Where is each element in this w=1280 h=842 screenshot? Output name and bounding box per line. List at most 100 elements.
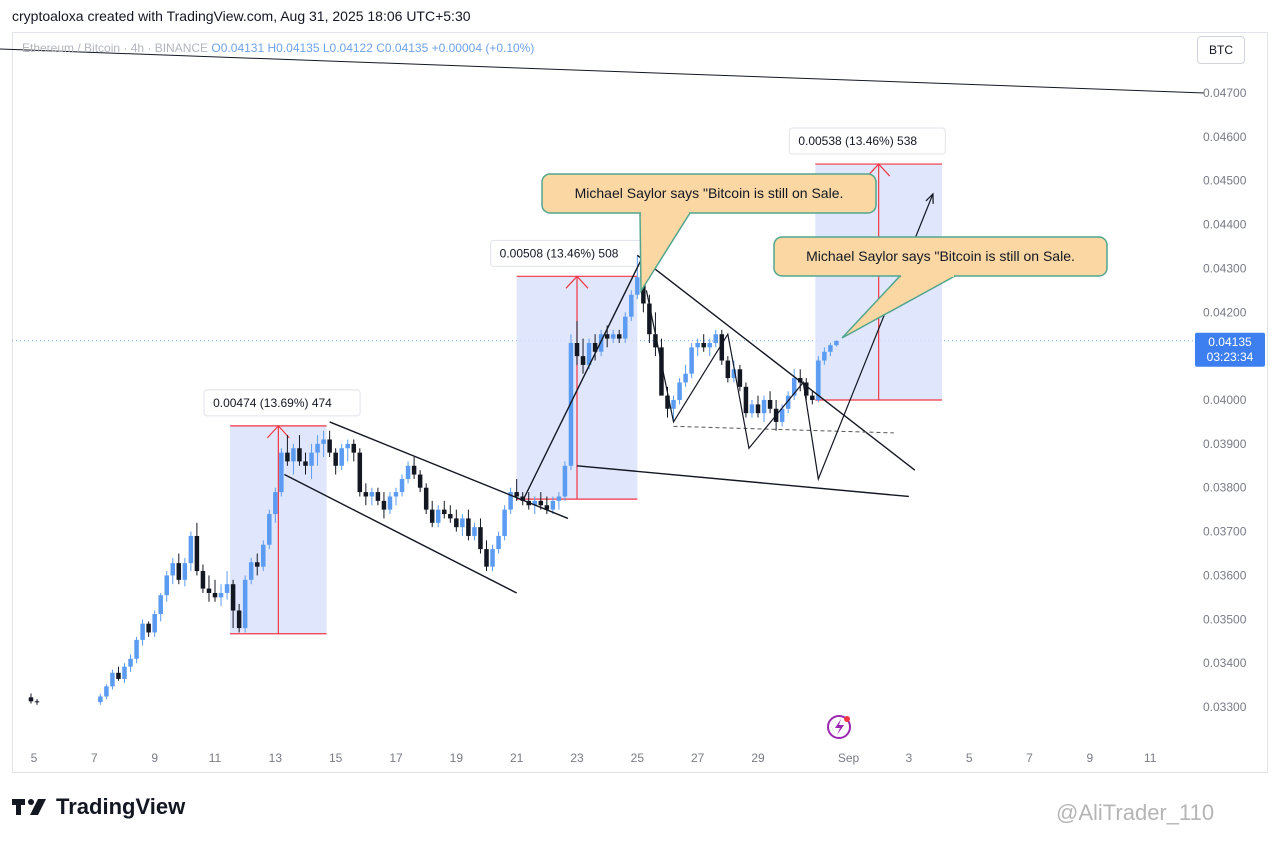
x-tick-label: 5: [31, 751, 38, 765]
candle-body: [267, 514, 272, 545]
candle-body: [164, 575, 169, 596]
candle-body: [279, 452, 284, 493]
candle-body: [188, 535, 194, 564]
x-tick-label: 11: [1144, 751, 1157, 765]
candle-body: [158, 595, 163, 615]
symbol-name: Ethereum / Bitcoin · 4h · BINANCE: [22, 41, 209, 55]
y-tick-label: 0.03800: [1203, 481, 1247, 495]
candle-body: [146, 623, 151, 633]
candle-body: [653, 334, 658, 348]
candle-body: [236, 610, 242, 629]
callout-join: [641, 211, 689, 214]
candle-body: [454, 518, 459, 528]
x-tick-label: 11: [209, 751, 222, 765]
x-tick-label: Sep: [838, 751, 860, 765]
candle-body: [538, 500, 544, 506]
measure-label: 0.00508 (13.46%) 508: [500, 246, 619, 260]
candle-body: [110, 672, 115, 687]
candle-body: [761, 400, 767, 414]
x-tick-label: 7: [1026, 751, 1033, 765]
brand-name: TradingView: [56, 794, 186, 819]
x-tick-label: 25: [631, 751, 645, 765]
candle-body: [194, 535, 200, 572]
candle-body: [598, 334, 604, 352]
x-tick-label: 7: [91, 751, 98, 765]
candle-body: [291, 448, 296, 462]
candle-body: [333, 452, 338, 466]
candle-body: [828, 345, 833, 352]
candle-body: [230, 584, 236, 611]
candle-body: [387, 496, 393, 510]
callout-join: [901, 274, 954, 277]
candle-body: [791, 378, 797, 396]
candle-body: [713, 334, 719, 343]
tradingview-logo-icon: [12, 799, 46, 815]
x-tick-label: 3: [905, 751, 912, 765]
candle-body: [429, 509, 435, 523]
candle-body: [321, 439, 326, 444]
callout-text: Michael Saylor says "Bitcoin is still on…: [806, 248, 1075, 264]
candle-body: [128, 658, 133, 667]
candle-body: [592, 342, 598, 352]
candle-body: [435, 509, 441, 523]
x-tick-label: 17: [389, 751, 403, 765]
candle-body: [568, 342, 574, 466]
candle-body: [273, 492, 278, 515]
y-tick-label: 0.03400: [1203, 656, 1247, 670]
candle-body: [122, 666, 127, 679]
candle-body: [34, 701, 40, 703]
candle-body: [248, 562, 254, 580]
y-tick-label: 0.03500: [1203, 612, 1247, 626]
candle-body: [339, 448, 344, 466]
candle-body: [683, 373, 688, 383]
candle-body: [580, 356, 586, 365]
wedge-upper-trendline: [636, 254, 916, 471]
candle-body: [466, 518, 471, 536]
candle-body: [520, 496, 525, 501]
candle-body: [345, 443, 350, 449]
measure-label: 0.00538 (13.46%) 538: [798, 134, 917, 148]
symbol-legend: Ethereum / Bitcoin · 4h · BINANCE O0.041…: [22, 41, 534, 55]
candle-body: [641, 277, 646, 304]
candle-body: [755, 404, 761, 414]
candle-body: [357, 452, 363, 493]
candle-body: [182, 563, 188, 580]
annotation-layer: Michael Saylor says "Bitcoin is still on…: [541, 173, 1265, 739]
candle-body: [647, 303, 652, 335]
candle-body: [562, 465, 568, 497]
candle-body: [707, 342, 712, 348]
candle-body: [616, 334, 622, 339]
candle-body: [496, 535, 501, 550]
candle-body: [737, 369, 743, 387]
measure-label-box: [203, 389, 361, 417]
candle-body: [104, 686, 109, 697]
y-tick-label: 0.03700: [1203, 525, 1247, 539]
candle-body: [176, 563, 182, 580]
x-tick-label: 13: [269, 751, 283, 765]
currency-selector[interactable]: BTC: [1197, 36, 1245, 64]
candle-body: [822, 351, 827, 361]
candle-body: [285, 452, 290, 462]
rally-trendline: [522, 254, 644, 502]
candle-body: [532, 500, 538, 506]
candle-body: [206, 588, 212, 593]
measure-arrow-head: [565, 275, 589, 289]
flag-upper-trendline: [329, 421, 569, 520]
candle-body: [508, 492, 513, 510]
chart-panel[interactable]: [12, 32, 1268, 773]
candle-body: [405, 465, 411, 479]
x-tick-label: 9: [151, 751, 158, 765]
candle-body: [689, 347, 694, 374]
tradingview-logo[interactable]: TradingView: [12, 794, 185, 820]
candle-body: [375, 492, 381, 501]
candle-body: [701, 342, 706, 348]
candle-body: [484, 549, 489, 567]
candle-body: [635, 277, 640, 295]
y-tick-label: 0.03900: [1203, 437, 1247, 451]
candle-body: [363, 492, 369, 497]
candle-body: [671, 400, 676, 409]
candle-body: [303, 461, 308, 466]
candle-body: [116, 672, 121, 679]
ohlc-values: O0.04131 H0.04135 L0.04122 C0.04135 +0.0…: [211, 41, 535, 55]
